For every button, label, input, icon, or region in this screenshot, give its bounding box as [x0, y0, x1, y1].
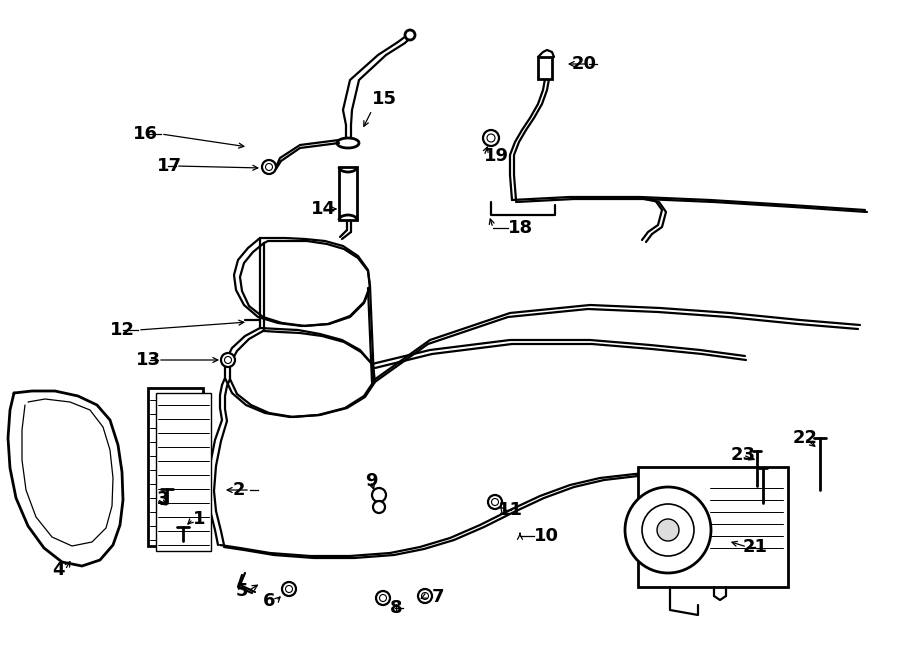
Circle shape	[285, 586, 292, 592]
Circle shape	[282, 582, 296, 596]
Text: 5: 5	[236, 582, 248, 600]
Bar	[538, 57, 552, 79]
Text: 3: 3	[157, 490, 169, 508]
Text: 13: 13	[136, 351, 161, 369]
Text: 9: 9	[365, 472, 377, 490]
Circle shape	[657, 519, 679, 541]
Circle shape	[483, 130, 499, 146]
Text: 20: 20	[572, 55, 597, 73]
Circle shape	[266, 163, 273, 171]
Text: 16: 16	[133, 125, 158, 143]
Text: 10: 10	[534, 527, 559, 545]
Circle shape	[421, 592, 428, 600]
Circle shape	[372, 488, 386, 502]
Circle shape	[418, 589, 432, 603]
Text: 14: 14	[311, 200, 336, 218]
Circle shape	[405, 30, 415, 40]
Text: 19: 19	[484, 147, 509, 165]
Text: 12: 12	[110, 321, 135, 339]
Text: 1: 1	[193, 510, 205, 528]
Text: 4: 4	[52, 561, 65, 579]
Text: 8: 8	[390, 599, 402, 617]
Circle shape	[224, 356, 231, 364]
Circle shape	[262, 160, 276, 174]
Text: 11: 11	[498, 501, 523, 519]
Circle shape	[642, 504, 694, 556]
Circle shape	[376, 591, 390, 605]
Text: 6: 6	[263, 592, 275, 610]
Bar	[339, 167, 357, 220]
Text: 22: 22	[793, 429, 818, 447]
Bar	[148, 388, 203, 546]
Circle shape	[221, 353, 235, 367]
Text: 23: 23	[731, 446, 756, 464]
Bar	[638, 467, 788, 587]
Text: 17: 17	[157, 157, 182, 175]
Circle shape	[380, 594, 386, 602]
Text: 21: 21	[743, 538, 768, 556]
Text: 18: 18	[508, 219, 533, 237]
Text: 7: 7	[432, 588, 445, 606]
Bar	[156, 393, 211, 551]
Text: 15: 15	[372, 90, 397, 108]
Circle shape	[373, 501, 385, 513]
Circle shape	[488, 495, 502, 509]
Circle shape	[487, 134, 495, 142]
Circle shape	[625, 487, 711, 573]
Circle shape	[491, 498, 499, 506]
Text: 2: 2	[232, 481, 245, 499]
